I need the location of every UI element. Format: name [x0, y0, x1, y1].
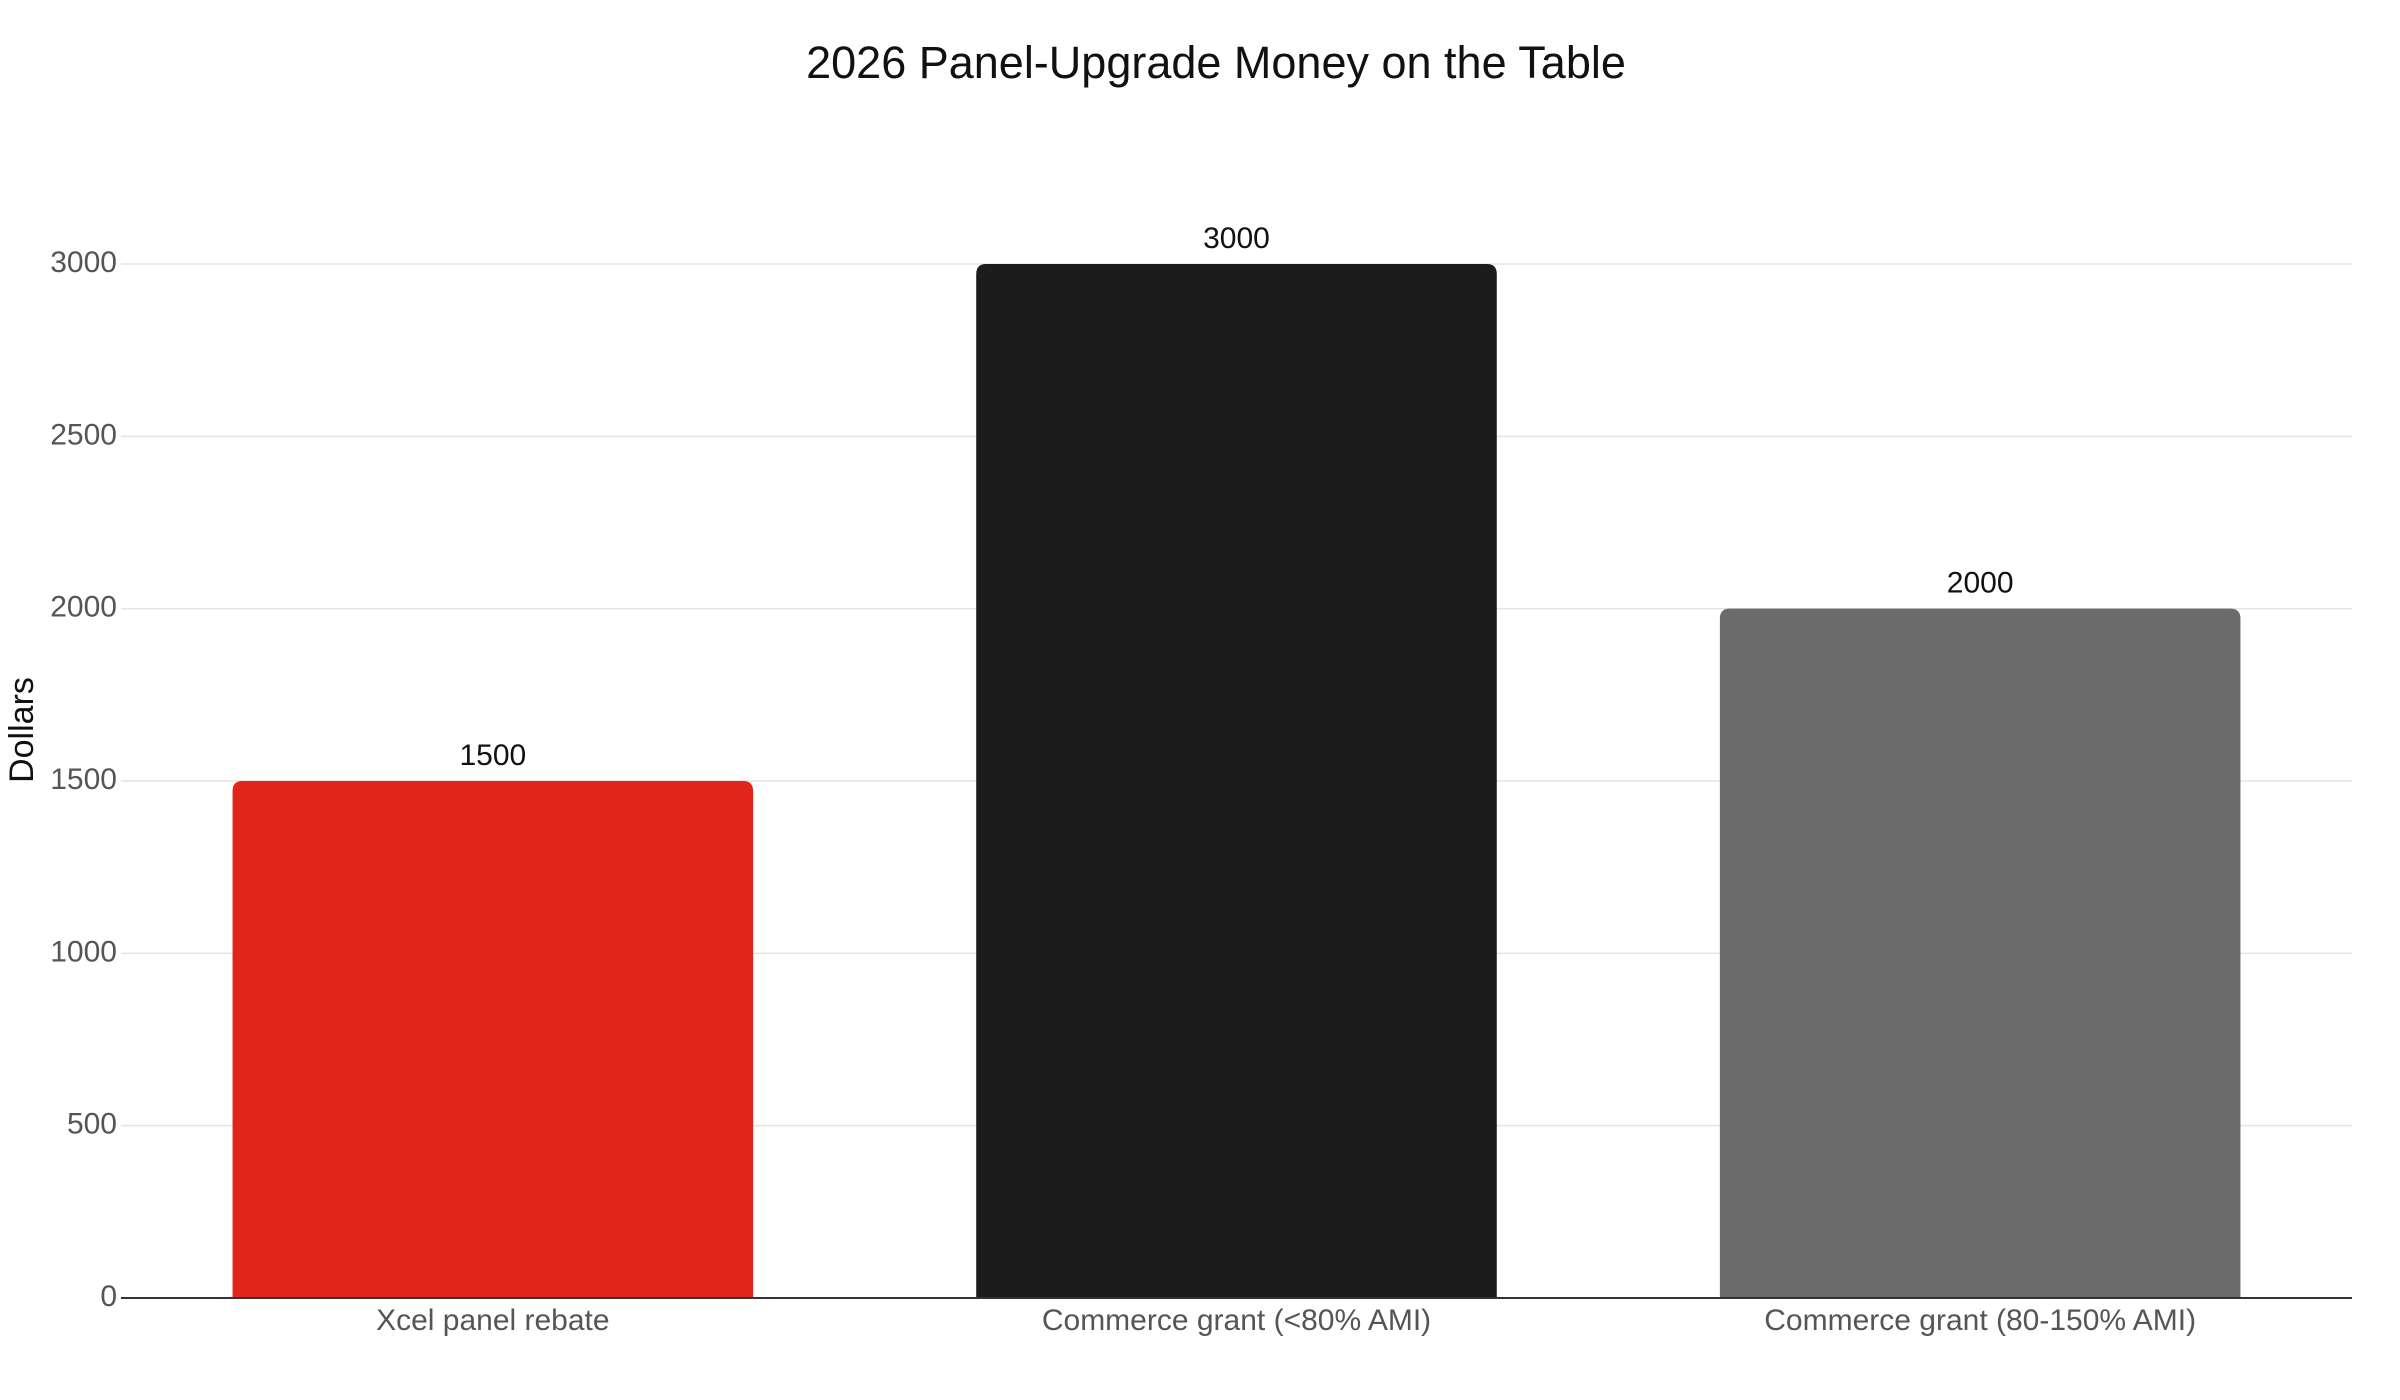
y-tick-label: 1000 — [50, 935, 117, 968]
bar — [1719, 608, 2241, 1298]
value-label: 3000 — [1203, 222, 1270, 255]
y-tick-label: 0 — [100, 1280, 117, 1313]
y-axis-label: Dollars — [3, 677, 41, 783]
x-tick-label: Commerce grant (<80% AMI) — [1042, 1304, 1431, 1337]
y-tick-label: 3000 — [50, 246, 117, 279]
x-tick-label: Commerce grant (80-150% AMI) — [1764, 1304, 2196, 1337]
bar — [976, 264, 1497, 1298]
x-tick-label: Xcel panel rebate — [376, 1304, 610, 1337]
chart-title: 2026 Panel-Upgrade Money on the Table — [806, 37, 1626, 88]
value-label: 2000 — [1947, 567, 2014, 600]
value-label: 1500 — [459, 739, 526, 772]
y-tick-label: 500 — [67, 1108, 117, 1141]
y-tick-label: 2000 — [50, 591, 117, 624]
y-tick-label: 2500 — [50, 418, 117, 451]
y-tick-label: 1500 — [50, 763, 117, 796]
bar — [232, 781, 754, 1298]
